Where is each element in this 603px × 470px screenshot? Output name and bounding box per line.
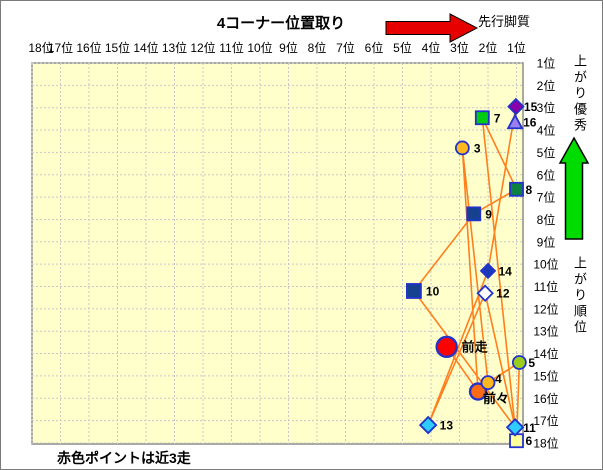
y-axis-label: 10位 bbox=[533, 257, 558, 272]
data-point-label: 9 bbox=[485, 207, 492, 221]
data-point-8 bbox=[509, 181, 524, 197]
y-axis-label: 11位 bbox=[534, 279, 558, 294]
y-axis-label: 7位 bbox=[537, 190, 556, 205]
data-point-label: 5 bbox=[528, 356, 535, 370]
data-point-12 bbox=[476, 284, 494, 302]
data-point-label: 12 bbox=[496, 287, 510, 301]
plot-area bbox=[31, 62, 524, 445]
x-axis-label: 6位 bbox=[365, 40, 384, 55]
y-axis-label: 17位 bbox=[533, 413, 558, 428]
data-point-前々 bbox=[468, 382, 488, 401]
agari-excellent-label: 上がり優秀 bbox=[572, 54, 587, 134]
agari-rank-axis-label: 上がり順位 bbox=[572, 256, 587, 336]
front-runner-arrow-icon bbox=[385, 13, 479, 43]
x-axis-label: 17位 bbox=[48, 40, 73, 55]
data-point-label: 7 bbox=[494, 111, 501, 125]
y-axis-label: 2位 bbox=[537, 78, 556, 93]
data-point-15 bbox=[507, 97, 525, 116]
y-axis-label: 6位 bbox=[537, 167, 556, 182]
data-point-label: 16 bbox=[523, 116, 537, 130]
data-point-label: 前々 bbox=[483, 391, 509, 406]
footer-note: 赤色ポイントは近3走 bbox=[57, 450, 191, 466]
y-axis-label: 16位 bbox=[533, 391, 558, 406]
data-point-9 bbox=[466, 206, 482, 222]
x-axis-label: 13位 bbox=[162, 40, 187, 55]
y-axis-label: 18位 bbox=[533, 435, 558, 450]
x-axis-label: 11位 bbox=[219, 40, 243, 55]
y-axis-label: 4位 bbox=[537, 123, 556, 138]
y-axis-label: 9位 bbox=[537, 234, 556, 249]
x-axis-label: 12位 bbox=[190, 40, 215, 55]
race-path-line bbox=[412, 106, 521, 441]
y-axis-label: 15位 bbox=[533, 368, 558, 383]
data-point-14 bbox=[479, 262, 497, 280]
data-point-label: 6 bbox=[526, 434, 533, 448]
y-axis-label: 1位 bbox=[537, 56, 556, 71]
x-axis-label: 10位 bbox=[247, 40, 272, 55]
data-point-label: 13 bbox=[440, 419, 454, 433]
y-axis-label: 5位 bbox=[537, 145, 556, 160]
y-axis-label: 12位 bbox=[533, 301, 558, 316]
data-point-11 bbox=[505, 418, 525, 437]
data-point-5 bbox=[511, 355, 527, 370]
data-point-4 bbox=[480, 375, 496, 391]
data-point-label: 15 bbox=[524, 100, 538, 114]
chart-title: 4コーナー位置取り bbox=[216, 15, 346, 32]
x-axis-label: 8位 bbox=[308, 40, 327, 55]
data-point-10 bbox=[405, 283, 422, 299]
data-point-7 bbox=[474, 110, 490, 126]
data-point-label: 4 bbox=[495, 372, 502, 386]
front-runner-label: 先行脚質 bbox=[478, 14, 531, 29]
data-point-label: 14 bbox=[499, 264, 513, 278]
y-axis-label: 8位 bbox=[537, 212, 556, 227]
up-arrow-icon bbox=[558, 136, 590, 240]
x-axis-label: 18位 bbox=[28, 40, 53, 55]
y-axis-label: 14位 bbox=[533, 346, 558, 361]
x-axis-label: 9位 bbox=[279, 40, 298, 55]
y-axis-label: 3位 bbox=[537, 100, 556, 115]
x-axis-label: 7位 bbox=[336, 40, 355, 55]
x-axis-label: 4位 bbox=[422, 40, 441, 55]
x-axis-label: 5位 bbox=[393, 40, 412, 55]
y-axis-label: 13位 bbox=[533, 324, 558, 339]
data-point-3 bbox=[454, 140, 470, 156]
data-point-label: 前走 bbox=[462, 339, 489, 354]
data-point-label: 10 bbox=[426, 284, 440, 298]
x-axis-label: 16位 bbox=[76, 40, 101, 55]
data-point-6 bbox=[509, 433, 524, 449]
data-point-前走 bbox=[435, 335, 458, 359]
x-axis-label: 3位 bbox=[450, 40, 469, 55]
data-point-label: 11 bbox=[523, 421, 536, 435]
data-point-label: 3 bbox=[474, 141, 481, 155]
x-axis-label: 15位 bbox=[105, 40, 130, 55]
data-point-13 bbox=[418, 415, 438, 435]
x-axis-label: 14位 bbox=[133, 40, 158, 55]
x-axis-label: 1位 bbox=[507, 40, 526, 55]
data-point-label: 8 bbox=[526, 183, 533, 197]
x-axis-label: 2位 bbox=[479, 40, 498, 55]
data-point-16 bbox=[506, 113, 524, 130]
